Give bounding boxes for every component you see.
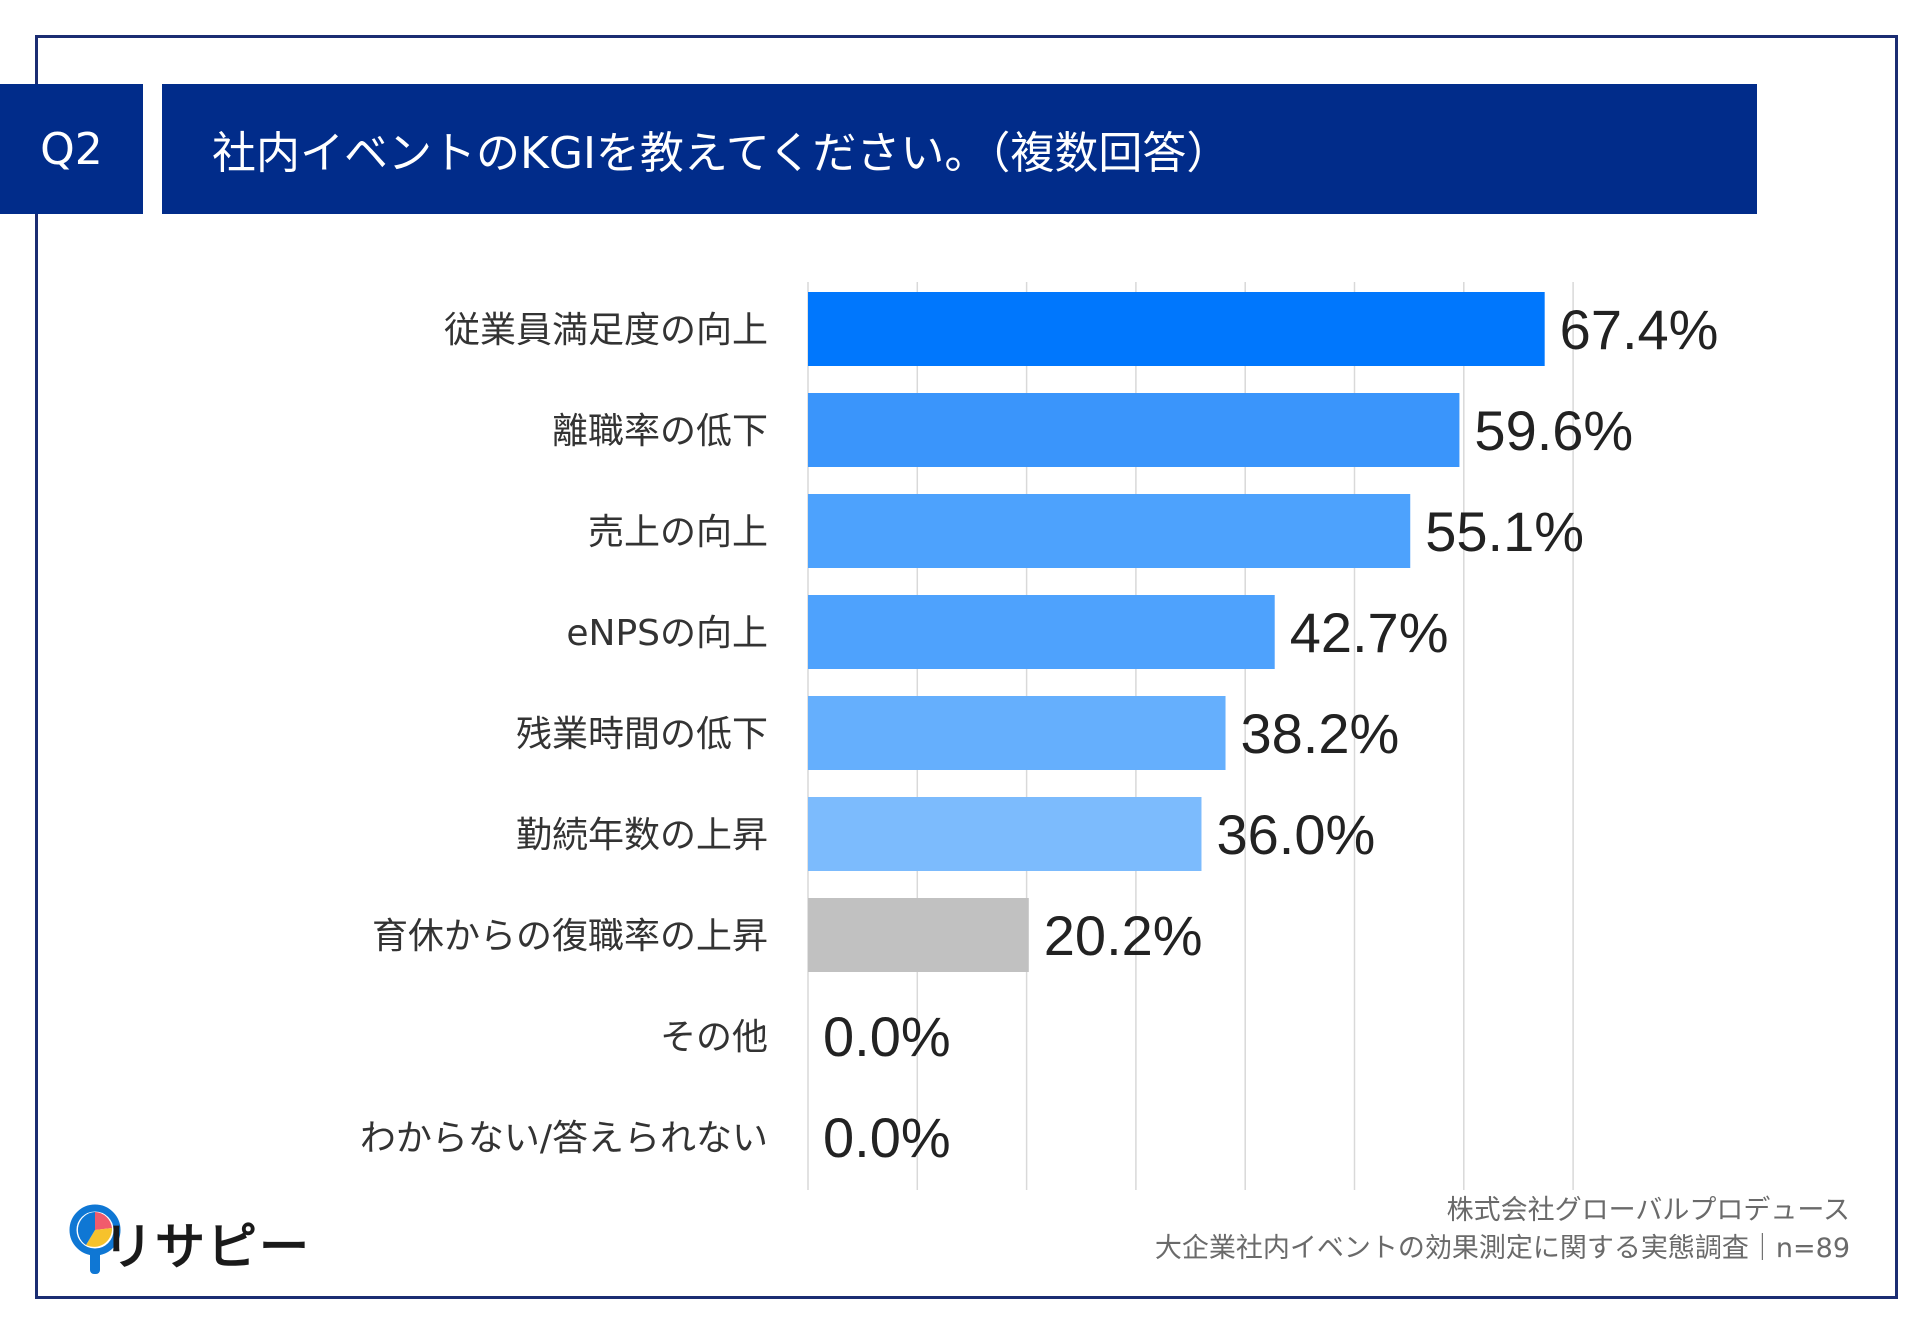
category-label-3: eNPSの向上	[566, 613, 768, 654]
category-label-0: 従業員満足度の向上	[444, 310, 768, 351]
source-company: 株式会社グローバルプロデュース	[1446, 1195, 1850, 1226]
source-note: 株式会社グローバルプロデュース 大企業社内イベントの効果測定に関する実態調査｜n…	[1155, 1192, 1850, 1268]
value-label-0: 67.4%	[1560, 298, 1719, 361]
bar-0	[808, 292, 1545, 366]
value-label-1: 59.6%	[1474, 399, 1633, 462]
value-label-5: 36.0%	[1216, 803, 1375, 866]
bar-5	[808, 797, 1202, 871]
bar-1	[808, 393, 1460, 467]
chart-title: 社内イベントのKGIを教えてください。（複数回答）	[212, 128, 1231, 179]
category-label-8: わからない/答えられない	[360, 1118, 768, 1159]
category-label-1: 離職率の低下	[552, 411, 768, 452]
bar-6	[808, 898, 1029, 972]
category-label-7: その他	[660, 1017, 768, 1058]
value-label-7: 0.0%	[823, 1005, 951, 1068]
question-number-badge: Q2	[0, 84, 143, 214]
bar-2	[808, 494, 1411, 568]
chart-frame	[35, 35, 1898, 1299]
category-label-4: 残業時間の低下	[516, 714, 768, 755]
bar-4	[808, 696, 1226, 770]
value-label-6: 20.2%	[1044, 904, 1203, 967]
value-label-2: 55.1%	[1425, 500, 1584, 563]
category-label-5: 勤続年数の上昇	[516, 815, 768, 856]
category-label-2: 売上の向上	[588, 512, 768, 553]
bar-3	[808, 595, 1275, 669]
logo-text: リサピー	[103, 1218, 311, 1276]
value-label-8: 0.0%	[823, 1106, 951, 1169]
risapy-logo-icon	[69, 1204, 121, 1274]
question-number: Q2	[40, 123, 103, 175]
value-label-4: 38.2%	[1241, 702, 1400, 765]
label-layer: 従業員満足度の向上 67.4% 離職率の低下 59.6% 売上の向上 55.1% eNPSの…	[360, 298, 1719, 1169]
bar-layer	[808, 292, 1545, 972]
value-label-3: 42.7%	[1290, 601, 1449, 664]
category-label-6: 育休からの復職率の上昇	[372, 916, 768, 957]
source-survey: 大企業社内イベントの効果測定に関する実態調査｜n=89	[1154, 1233, 1850, 1264]
title-bar: 社内イベントのKGIを教えてください。（複数回答）	[162, 84, 1757, 214]
